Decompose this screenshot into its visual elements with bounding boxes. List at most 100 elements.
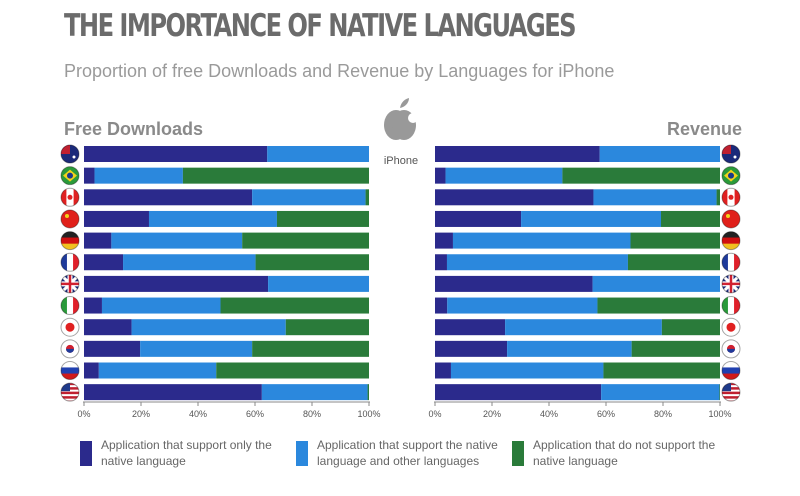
x-tick-label: 80% xyxy=(303,409,321,419)
bar-segment xyxy=(435,189,594,206)
x-tick-label: 0% xyxy=(77,409,90,419)
bar-segment xyxy=(716,189,720,206)
bar-segment xyxy=(84,275,269,292)
legend-swatch-not-native xyxy=(512,441,524,466)
bar-segment xyxy=(261,384,368,401)
italy-flag-icon xyxy=(60,296,80,316)
bar-segment xyxy=(84,319,132,336)
bar-segment xyxy=(593,189,717,206)
x-tick-label: 20% xyxy=(132,409,150,419)
uk-flag-icon xyxy=(721,274,741,294)
bar-segment xyxy=(268,275,369,292)
canada-flag-icon xyxy=(60,187,80,207)
bar-segment xyxy=(84,297,102,314)
x-tick-label: 40% xyxy=(540,409,558,419)
bar-segment xyxy=(521,210,662,227)
canada-flag-icon xyxy=(721,187,741,207)
france-flag-icon xyxy=(721,252,741,272)
bar-segment xyxy=(84,384,262,401)
bar-segment xyxy=(562,167,720,184)
germany-flag-icon xyxy=(721,231,741,251)
usa-flag-icon xyxy=(721,382,741,402)
south-korea-flag-icon xyxy=(60,339,80,359)
bar-segment xyxy=(592,275,720,292)
iphone-label: iPhone xyxy=(383,155,419,167)
bar-segment xyxy=(450,362,604,379)
x-tick-label: 20% xyxy=(483,409,501,419)
bar-segment xyxy=(182,167,369,184)
bar-segment xyxy=(84,232,112,249)
revenue-title: Revenue xyxy=(666,119,742,139)
subtitle: Proportion of free Downloads and Revenue… xyxy=(64,61,615,81)
bar-segment xyxy=(131,319,286,336)
legend-label: language and other languages xyxy=(317,454,480,468)
x-tick-label: 60% xyxy=(597,409,615,419)
bar-segment xyxy=(98,362,217,379)
russia-flag-icon xyxy=(60,361,80,380)
bar-segment xyxy=(435,297,448,314)
bar-segment xyxy=(140,340,253,357)
bar-segment xyxy=(94,167,183,184)
legend-label: native language xyxy=(101,454,186,468)
x-tick-label: 40% xyxy=(189,409,207,419)
legend-label: Application that support the native xyxy=(317,438,498,452)
bar-segment xyxy=(367,384,369,401)
japan-flag-icon xyxy=(721,317,741,337)
bar-segment xyxy=(435,362,451,379)
x-tick-label: 100% xyxy=(708,409,731,419)
bar-segment xyxy=(84,146,268,162)
bar-segment xyxy=(220,297,369,314)
china-flag-icon xyxy=(60,209,80,229)
bar-segment xyxy=(252,189,366,206)
bar-segment xyxy=(84,340,141,357)
bar-segment xyxy=(719,384,720,401)
brazil-flag-icon xyxy=(60,166,80,186)
bar-segment xyxy=(445,167,563,184)
bar-segment xyxy=(507,340,632,357)
bar-segment xyxy=(630,232,720,249)
south-korea-flag-icon xyxy=(721,339,741,359)
bar-segment xyxy=(435,275,593,292)
free-downloads-chart: 0% 20% 40% 60% 80% 100% xyxy=(77,146,381,419)
bar-segment xyxy=(435,384,602,401)
usa-flag-icon xyxy=(60,382,80,402)
bar-segment xyxy=(452,232,631,249)
bar-segment xyxy=(101,297,221,314)
x-tick-label: 60% xyxy=(246,409,264,419)
bar-segment xyxy=(435,167,446,184)
apple-logo-icon xyxy=(384,98,418,140)
bar-segment xyxy=(435,340,508,357)
bar-segment xyxy=(242,232,369,249)
bar-segment xyxy=(631,340,720,357)
legend-item-not-native: Application that do not support the nativ… xyxy=(533,437,715,469)
bar-segment xyxy=(252,340,369,357)
italy-flag-icon xyxy=(721,296,741,316)
germany-flag-icon xyxy=(60,231,80,251)
bar-segment xyxy=(255,254,369,271)
bar-segment xyxy=(661,210,720,227)
bar-segment xyxy=(597,297,720,314)
uk-flag-icon xyxy=(60,274,80,294)
bar-segment xyxy=(627,254,720,271)
bar-segment xyxy=(435,319,506,336)
legend-label: native language xyxy=(533,454,618,468)
legend-label: Application that support only the xyxy=(101,438,272,452)
bar-segment xyxy=(601,384,720,401)
bar-segment xyxy=(111,232,243,249)
legend-item-only-native: Application that support only the native … xyxy=(101,437,272,469)
bar-segment xyxy=(447,297,598,314)
bar-segment xyxy=(84,189,253,206)
page-title: THE IMPORTANCE OF NATIVE LANGUAGES xyxy=(64,8,577,44)
free-downloads-title: Free Downloads xyxy=(64,119,204,139)
australia-flag-icon xyxy=(721,144,741,164)
bar-segment xyxy=(446,254,628,271)
france-flag-icon xyxy=(60,252,80,272)
bar-segment xyxy=(435,210,522,227)
bar-segment xyxy=(365,189,369,206)
bar-segment xyxy=(216,362,369,379)
bar-segment xyxy=(435,232,453,249)
bar-segment xyxy=(267,146,369,162)
bar-segment xyxy=(435,146,600,162)
japan-flag-icon xyxy=(60,317,80,337)
